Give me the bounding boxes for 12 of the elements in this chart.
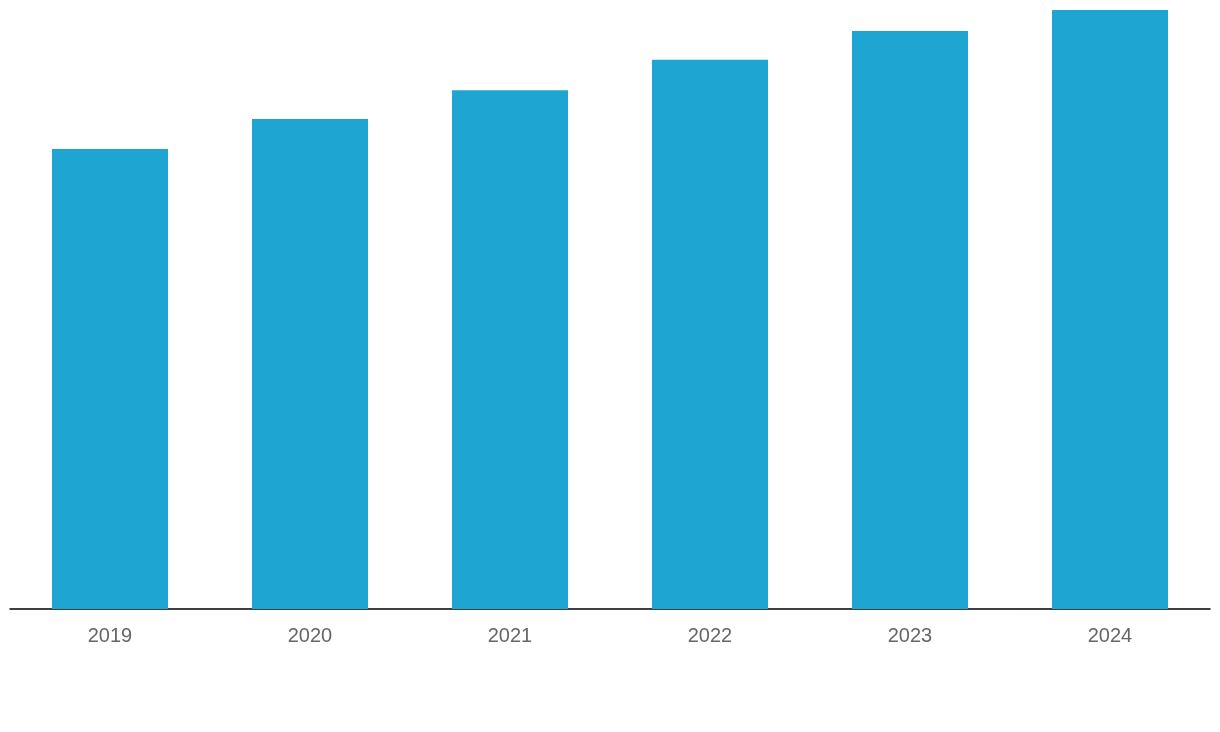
x-tick-label: 2024 <box>1087 624 1133 646</box>
x-tick-label: 2020 <box>287 624 333 646</box>
bar <box>1052 10 1168 609</box>
x-tick-label: 2023 <box>887 624 933 646</box>
x-tick-label: 2019 <box>87 624 133 646</box>
bar <box>652 59 768 609</box>
bar <box>852 30 968 609</box>
x-tick-label: 2021 <box>487 624 533 646</box>
bar <box>252 119 368 609</box>
bar <box>452 90 568 609</box>
bar <box>52 148 168 609</box>
x-tick-label: 2022 <box>687 624 733 646</box>
